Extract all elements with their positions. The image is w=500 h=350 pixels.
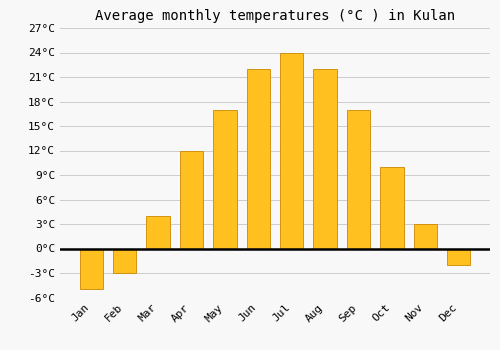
Bar	[113, 248, 136, 273]
Bar	[246, 69, 270, 248]
Bar	[380, 167, 404, 248]
Bar	[447, 248, 470, 265]
Bar	[280, 52, 303, 248]
Bar	[180, 150, 203, 248]
Bar	[414, 224, 437, 248]
Bar	[314, 69, 337, 248]
Bar	[146, 216, 170, 248]
Title: Average monthly temperatures (°C ) in Kulan: Average monthly temperatures (°C ) in Ku…	[95, 9, 455, 23]
Bar	[213, 110, 236, 248]
Bar	[347, 110, 370, 248]
Bar	[80, 248, 103, 289]
